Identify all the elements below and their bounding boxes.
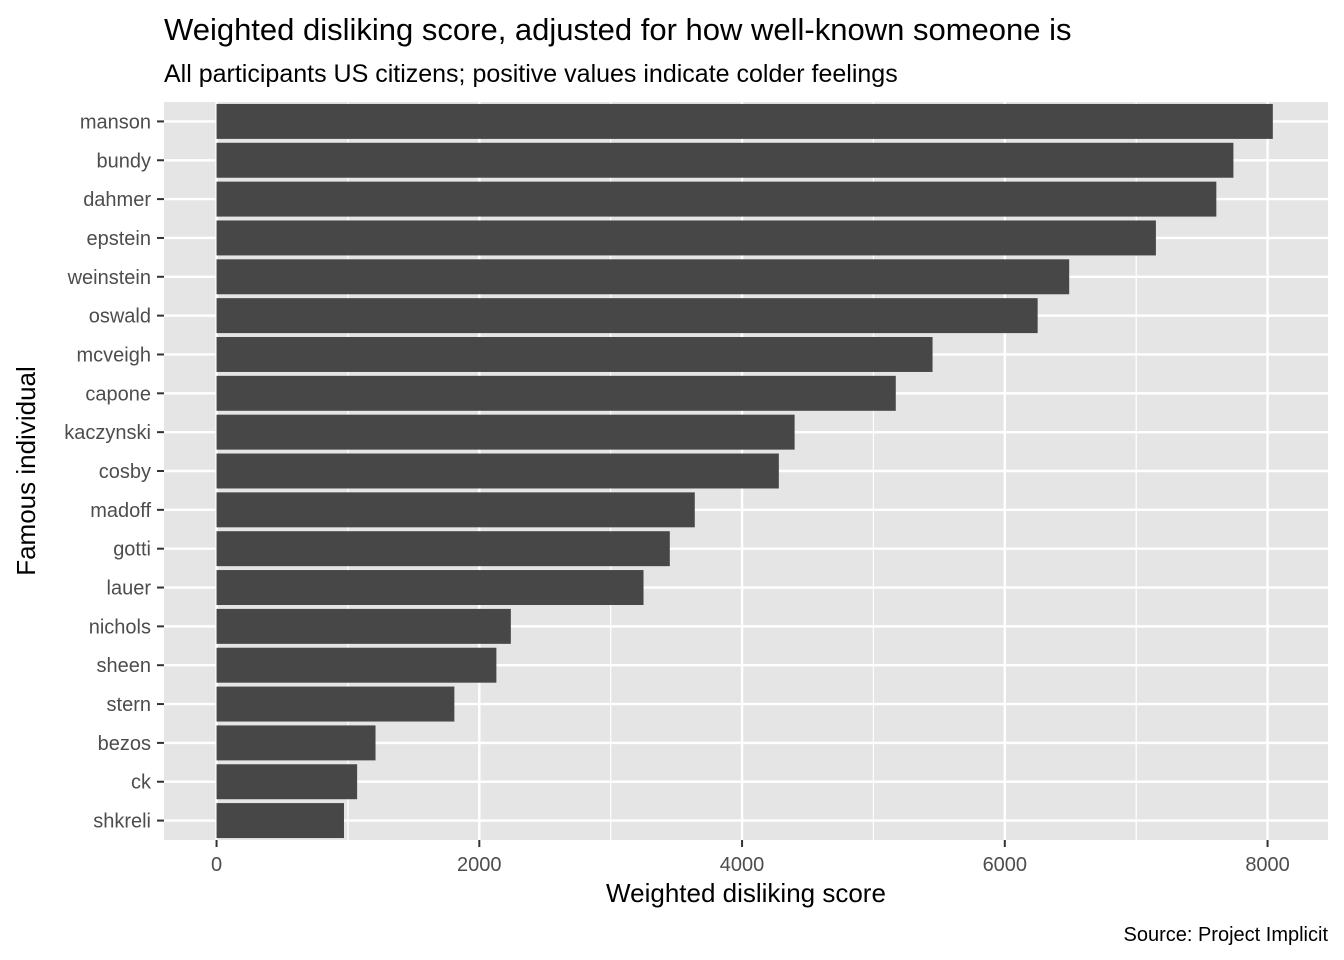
y-tick-label: cosby <box>99 461 151 483</box>
y-tick-label: kaczynski <box>64 422 151 444</box>
x-axis: 0 2000 4000 6000 8000 <box>211 840 1290 876</box>
x-axis-title: Weighted disliking score <box>606 878 886 908</box>
y-tick-label: shkreli <box>93 811 151 833</box>
bar-kaczynski <box>216 414 795 450</box>
y-tick-label: manson <box>80 111 151 133</box>
bar-mcveigh <box>216 336 933 372</box>
bar-gotti <box>216 531 670 567</box>
bar-stern <box>216 686 455 722</box>
bar-shkreli <box>216 803 344 839</box>
y-axis: manson bundy dahmer epstein weinstein oswald m… <box>64 111 164 833</box>
y-tick-label: bezos <box>98 733 151 755</box>
y-tick-label: bundy <box>97 150 152 172</box>
y-tick-label: epstein <box>87 228 152 250</box>
y-tick-label: lauer <box>107 578 152 600</box>
bar-lauer <box>216 570 644 606</box>
bar-epstein <box>216 220 1156 256</box>
y-tick-label: oswald <box>89 306 151 328</box>
chart-title: Weighted disliking score, adjusted for h… <box>164 12 1072 47</box>
bar-nichols <box>216 608 511 644</box>
y-tick-label: stern <box>107 694 151 716</box>
bar-weinstein <box>216 259 1070 295</box>
y-tick-label: nichols <box>89 616 151 638</box>
x-tick-label: 6000 <box>983 854 1028 876</box>
bar-madoff <box>216 492 695 528</box>
y-tick-label: mcveigh <box>77 344 151 366</box>
x-tick-label: 4000 <box>720 854 765 876</box>
y-tick-label: dahmer <box>83 189 151 211</box>
y-axis-title: Famous individual <box>11 366 41 576</box>
y-tick-label: capone <box>85 383 151 405</box>
bar-bezos <box>216 725 376 761</box>
bar-capone <box>216 375 896 411</box>
y-tick-label: madoff <box>90 500 151 522</box>
chart-caption: Source: Project Implicit <box>1123 924 1328 946</box>
bar-sheen <box>216 647 497 683</box>
y-tick-label: weinstein <box>67 267 151 289</box>
bar-manson <box>216 103 1273 139</box>
bar-dahmer <box>216 181 1217 217</box>
bar-oswald <box>216 298 1038 334</box>
x-tick-label: 2000 <box>457 854 502 876</box>
x-tick-label: 8000 <box>1245 854 1290 876</box>
bar-ck <box>216 764 358 800</box>
bars <box>216 103 1273 839</box>
bar-cosby <box>216 453 779 489</box>
y-tick-label: gotti <box>113 539 151 561</box>
x-tick-label: 0 <box>211 854 222 876</box>
y-tick-label: sheen <box>97 655 152 677</box>
y-tick-label: ck <box>131 772 152 794</box>
bar-bundy <box>216 142 1234 178</box>
chart-subtitle: All participants US citizens; positive v… <box>164 60 898 88</box>
